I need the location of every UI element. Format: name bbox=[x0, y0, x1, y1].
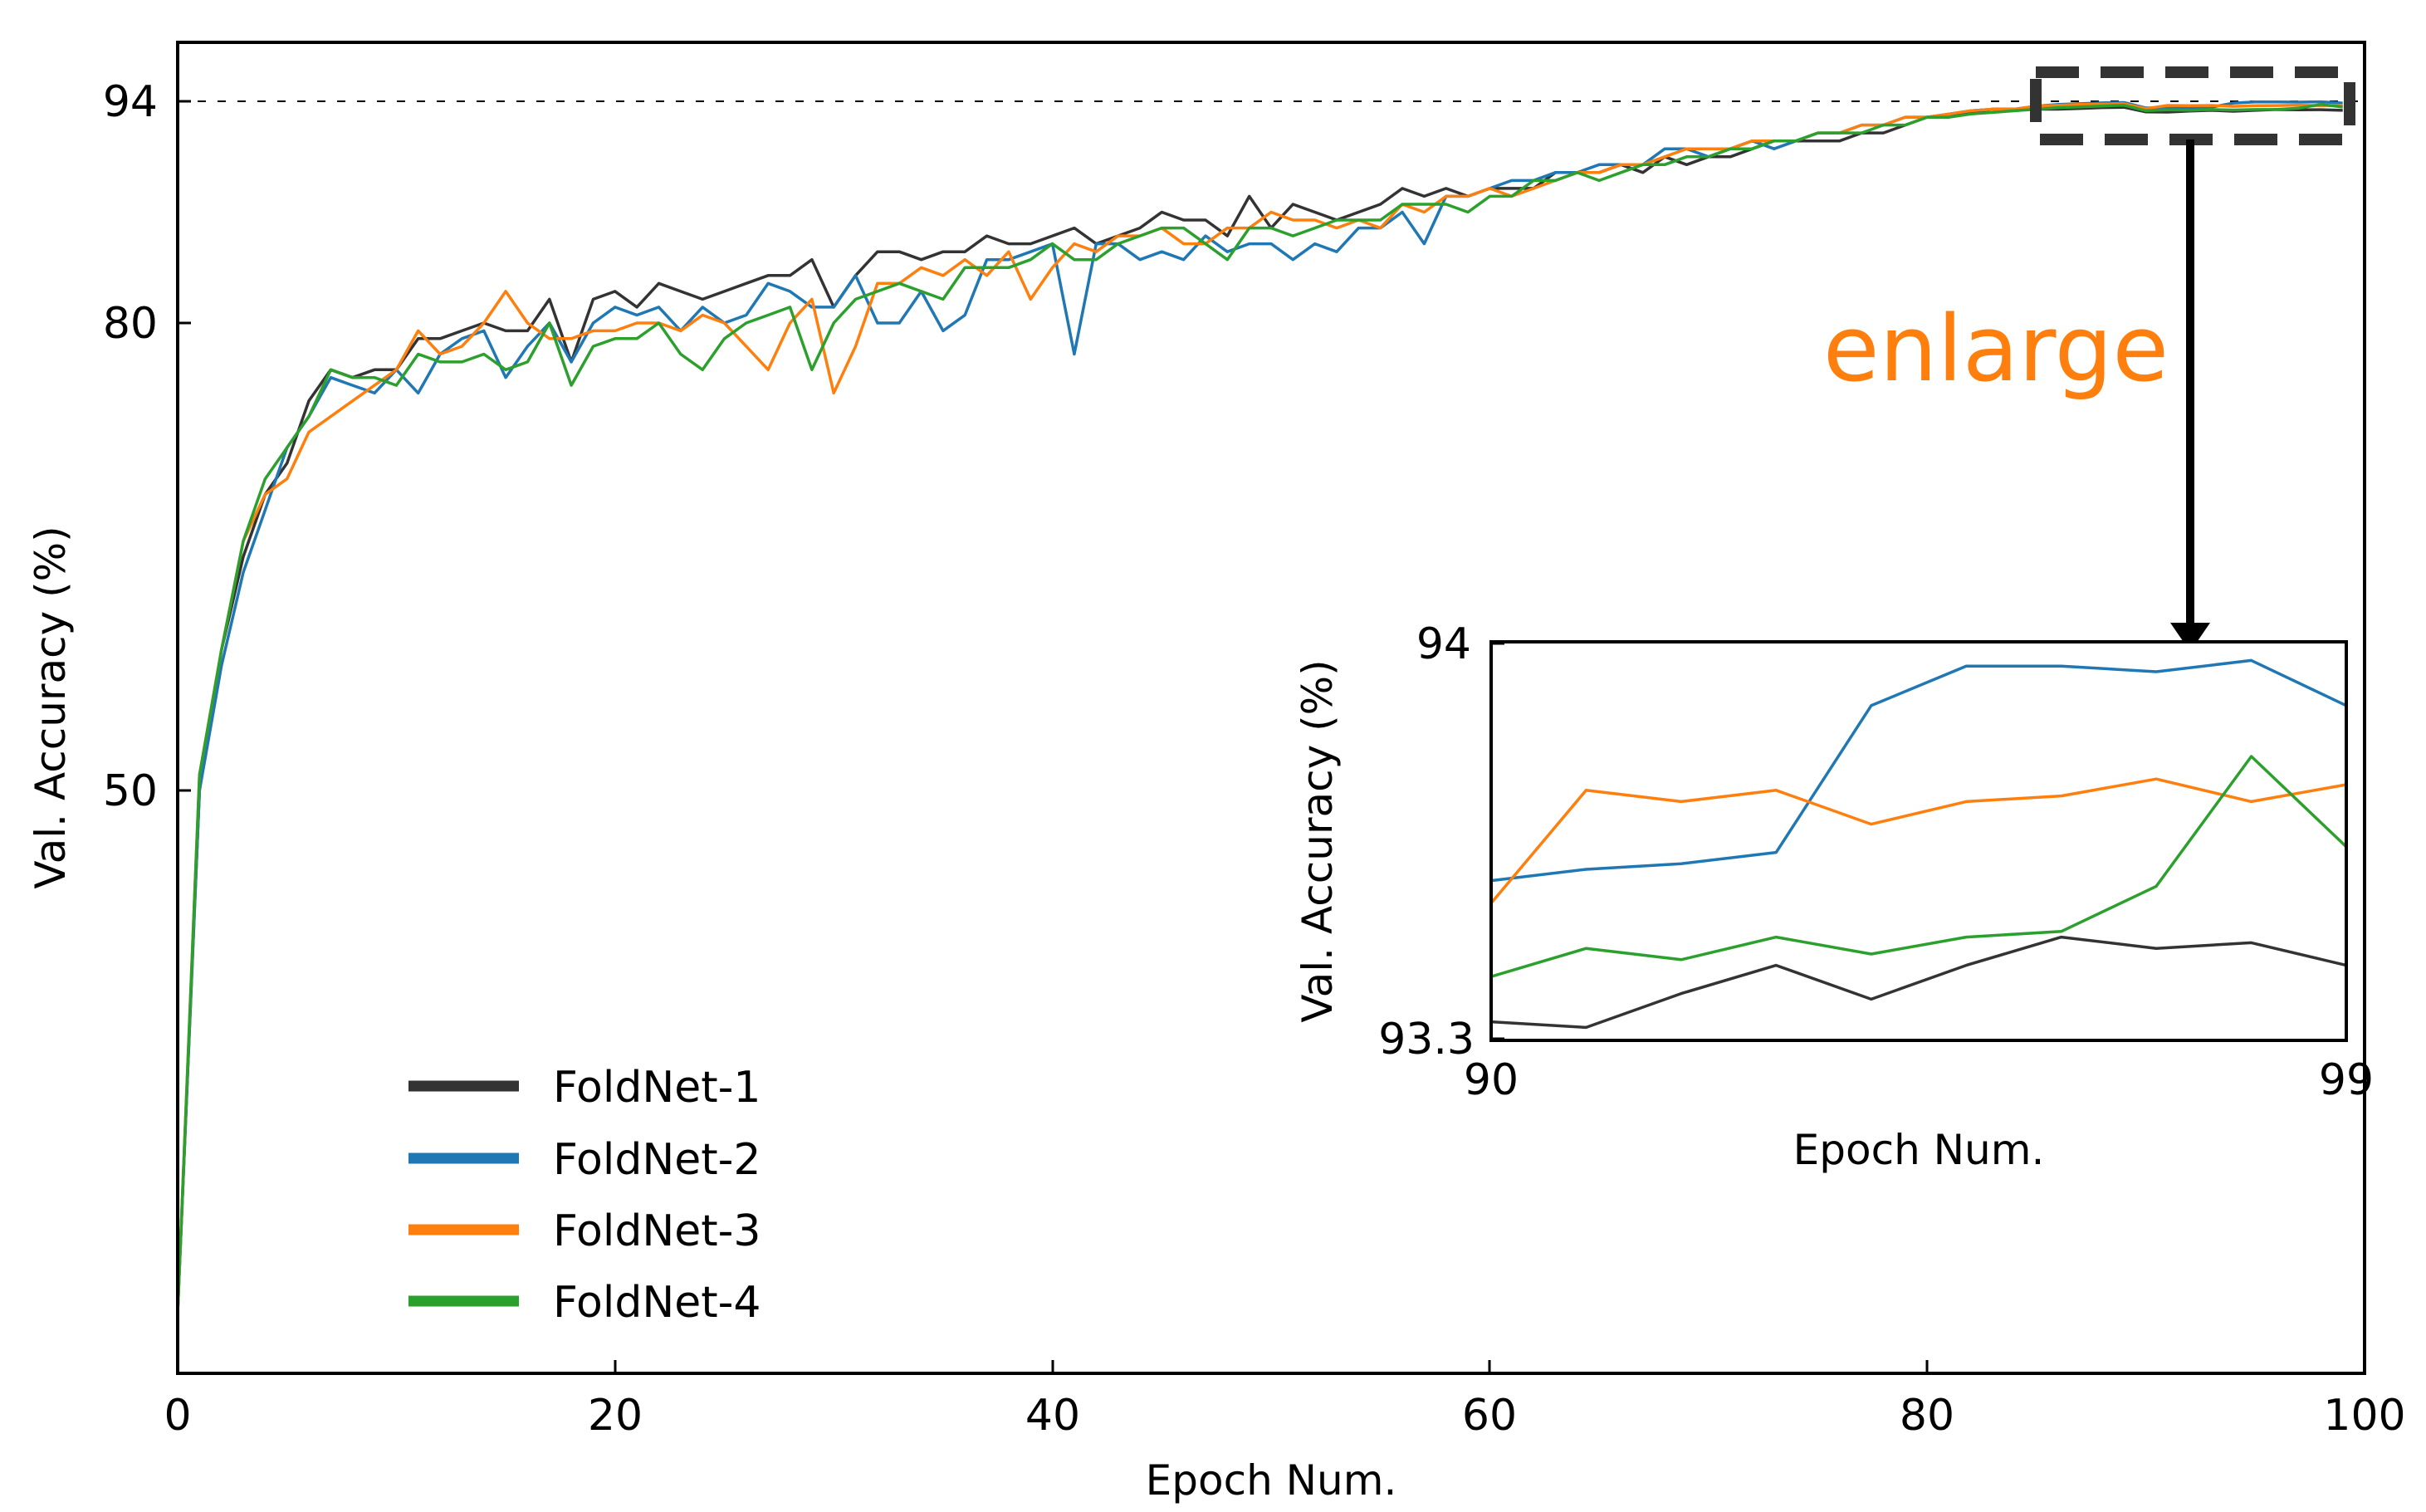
y-tick-label-80: 80 bbox=[103, 299, 158, 349]
x-tick-label-80: 80 bbox=[1900, 1391, 1954, 1441]
x-tick-label-40: 40 bbox=[1025, 1391, 1080, 1441]
legend-label-foldnet-4: FoldNet-4 bbox=[553, 1278, 761, 1328]
inset-y-tick-label-93-3: 93.3 bbox=[1378, 1015, 1475, 1064]
enlarge-annotation: enlarge bbox=[1823, 296, 2169, 402]
inset-series-line-foldnet-4 bbox=[1490, 755, 2348, 978]
inset-plot-frame bbox=[1489, 640, 2348, 1042]
y-tick-label-94: 94 bbox=[103, 77, 158, 127]
inset-y-tick-label-94: 94 bbox=[1416, 619, 1471, 669]
main-y-axis-title: Val. Accuracy (%) bbox=[27, 526, 75, 888]
legend-label-foldnet-2: FoldNet-2 bbox=[553, 1135, 761, 1185]
legend-label-foldnet-3: FoldNet-3 bbox=[553, 1206, 761, 1256]
x-tick-label-0: 0 bbox=[164, 1391, 191, 1441]
main-plot-area: 94 80 50 0 20 40 60 80 100 Epoch Num. Va… bbox=[27, 41, 2406, 1505]
inset-y-axis-title: Val. Accuracy (%) bbox=[1294, 659, 1342, 1022]
x-tick-label-20: 20 bbox=[588, 1391, 643, 1441]
x-tick-label-60: 60 bbox=[1462, 1391, 1517, 1441]
inset-x-tick-label-99: 99 bbox=[2319, 1055, 2374, 1105]
series-line-foldnet-4 bbox=[176, 103, 2343, 1313]
main-series-group bbox=[176, 100, 2343, 1313]
legend-label-foldnet-1: FoldNet-1 bbox=[553, 1063, 761, 1113]
series-line-foldnet-3 bbox=[176, 102, 2343, 1313]
y-tick-label-50: 50 bbox=[103, 766, 158, 816]
inset-x-tick-label-90: 90 bbox=[1464, 1055, 1519, 1105]
inset-series-line-foldnet-2 bbox=[1490, 658, 2347, 883]
x-tick-label-100: 100 bbox=[2323, 1391, 2405, 1441]
inset-series-group bbox=[1489, 658, 2348, 1030]
main-x-axis-title: Epoch Num. bbox=[1146, 1456, 1397, 1505]
main-plot-frame bbox=[176, 41, 2366, 1375]
inset-x-axis-title: Epoch Num. bbox=[1793, 1126, 2045, 1174]
inset-plot-area: 94 93.3 90 99 Epoch Num. Val. Accuracy (… bbox=[1294, 619, 2374, 1174]
legend: FoldNet-1 FoldNet-2 FoldNet-3 FoldNet-4 bbox=[408, 1063, 761, 1328]
inset-series-line-foldnet-1 bbox=[1490, 935, 2347, 1030]
inset-series-line-foldnet-3 bbox=[1489, 777, 2347, 904]
inset-background bbox=[1491, 642, 2346, 1040]
zoom-arrow-head bbox=[2170, 623, 2210, 652]
